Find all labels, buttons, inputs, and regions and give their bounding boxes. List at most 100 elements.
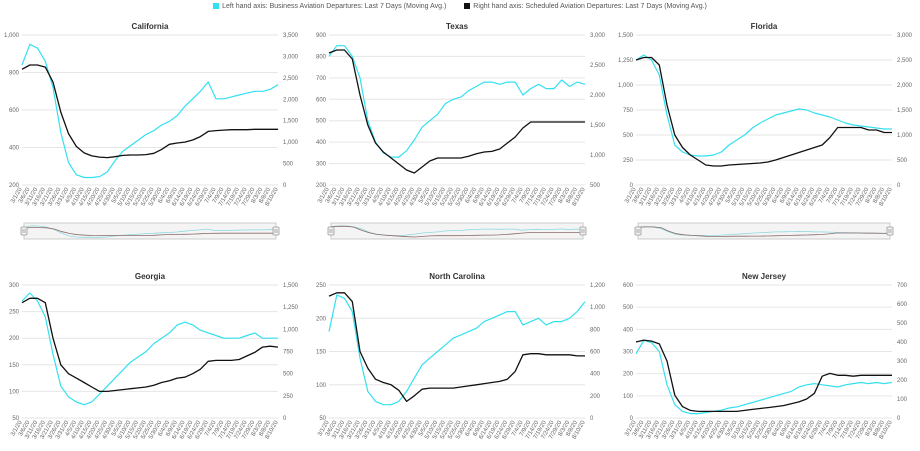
left-tick-label: 400 <box>316 140 327 146</box>
navigator-handle[interactable] <box>20 226 28 236</box>
navigator-handle[interactable] <box>579 226 587 236</box>
left-tick-label: 200 <box>316 183 327 189</box>
navigator-handle[interactable] <box>886 226 894 236</box>
left-tick-label: 500 <box>316 119 327 125</box>
left-tick-label: 700 <box>316 76 327 82</box>
navigator-handle-body <box>327 226 335 236</box>
left-tick-label: 100 <box>9 389 20 395</box>
legend-swatch-black <box>464 3 471 9</box>
panel-california: California 200 400 600 800 1,000 0 500 1,000 1,50… <box>4 22 299 240</box>
legend-item-business-aviation[interactable]: Left hand axis: Business Aviation Depart… <box>213 3 446 10</box>
left-tick-label: 1,000 <box>4 33 20 39</box>
left-tick-label: 100 <box>623 394 634 400</box>
navigator-handle-body <box>579 226 587 236</box>
right-tick-label: 600 <box>897 302 908 308</box>
left-tick-label: 50 <box>319 416 326 422</box>
navigator-california <box>20 222 280 240</box>
left-tick-label: 1,500 <box>618 33 634 39</box>
left-tick-label: 1,000 <box>618 83 634 89</box>
right-tick-label: 2,500 <box>590 63 606 69</box>
legend-label-left-axis: Left hand axis: Business Aviation Depart… <box>222 3 447 10</box>
navigator-handle[interactable] <box>634 226 642 236</box>
business-aviation-line-california <box>21 43 279 179</box>
panel-title: Florida <box>751 22 778 31</box>
business-aviation-line-texas <box>328 45 586 158</box>
left-tick-label: 800 <box>9 71 20 77</box>
navigator-series <box>330 225 583 238</box>
right-tick-label: 0 <box>283 183 287 189</box>
left-tick-label: 300 <box>316 162 327 168</box>
left-tick-label: 0 <box>630 183 634 189</box>
right-tick-label: 800 <box>590 327 601 333</box>
right-tick-label: 1,500 <box>897 108 913 114</box>
left-tick-label: 600 <box>623 283 634 289</box>
scheduled-aviation-line-florida <box>635 56 892 167</box>
right-tick-label: 0 <box>897 183 901 189</box>
panel-title: New Jersey <box>742 272 787 281</box>
navigator-handle-body <box>20 226 28 236</box>
legend-label-right-axis: Right hand axis: Scheduled Aviation Depa… <box>473 3 707 10</box>
scheduled-aviation-line-new-jersey <box>635 339 892 413</box>
business-aviation-line-new-jersey <box>635 339 893 415</box>
right-tick-label: 1,200 <box>590 283 606 289</box>
navigator-series <box>23 225 277 238</box>
left-tick-label: 50 <box>12 416 19 422</box>
legend-item-scheduled-aviation[interactable]: Right hand axis: Scheduled Aviation Depa… <box>464 3 707 10</box>
left-tick-label: 200 <box>9 183 20 189</box>
right-tick-label: 3,000 <box>283 54 299 60</box>
left-tick-label: 250 <box>623 158 634 164</box>
right-tick-label: 500 <box>283 162 294 168</box>
right-tick-label: 500 <box>590 183 601 189</box>
right-tick-label: 300 <box>897 359 908 365</box>
left-tick-label: 150 <box>9 363 20 369</box>
right-tick-label: 1,000 <box>897 133 913 139</box>
right-tick-label: 1,000 <box>590 305 606 311</box>
right-tick-label: 1,000 <box>283 327 299 333</box>
left-tick-label: 400 <box>623 327 634 333</box>
business-aviation-line-florida <box>635 54 892 157</box>
left-tick-label: 600 <box>9 108 20 114</box>
right-tick-label: 200 <box>897 378 908 384</box>
right-tick-label: 200 <box>590 394 601 400</box>
left-tick-label: 400 <box>9 146 20 152</box>
left-tick-label: 250 <box>316 283 327 289</box>
left-tick-label: 750 <box>623 108 634 114</box>
panel-title: California <box>132 22 169 31</box>
right-tick-label: 500 <box>897 158 908 164</box>
right-tick-label: 100 <box>897 397 908 403</box>
right-tick-label: 3,000 <box>590 33 606 39</box>
navigator-handle[interactable] <box>272 226 280 236</box>
right-tick-label: 400 <box>590 372 601 378</box>
chart-legend: Left hand axis: Business Aviation Depart… <box>0 3 920 10</box>
panel-north-carolina: North Carolina 50 100 150 200 250 0 200 400 600 80… <box>316 272 606 440</box>
navigator-handle[interactable] <box>327 226 335 236</box>
legend-swatch-cyan <box>213 3 220 9</box>
navigator-florida <box>634 222 894 240</box>
navigator-handle-body <box>634 226 642 236</box>
right-tick-label: 700 <box>897 283 908 289</box>
navigator-track <box>330 222 584 240</box>
left-tick-label: 300 <box>623 350 634 356</box>
left-tick-label: 500 <box>623 133 634 139</box>
left-tick-label: 600 <box>316 97 327 103</box>
right-tick-label: 1,500 <box>283 119 299 125</box>
left-tick-label: 150 <box>316 350 327 356</box>
panel-title: Texas <box>446 22 469 31</box>
right-tick-label: 400 <box>897 340 908 346</box>
scheduled-aviation-line-texas <box>328 49 585 174</box>
right-tick-label: 500 <box>283 372 294 378</box>
right-tick-label: 2,000 <box>590 93 606 99</box>
scheduled-aviation-line-north-carolina <box>328 292 585 403</box>
right-tick-label: 2,000 <box>283 97 299 103</box>
left-tick-label: 800 <box>316 54 327 60</box>
left-tick-label: 0 <box>630 416 634 422</box>
navigator-series <box>23 227 276 237</box>
right-tick-label: 1,250 <box>283 305 299 311</box>
right-tick-label: 1,000 <box>283 140 299 146</box>
left-tick-label: 300 <box>9 283 20 289</box>
panel-title: North Carolina <box>429 272 485 281</box>
navigator-series <box>637 226 890 237</box>
panel-florida: Florida 0 250 500 750 1,000 1,250 1,500 0 500 1,00… <box>618 22 913 240</box>
business-aviation-line-georgia <box>21 292 278 406</box>
right-tick-label: 2,500 <box>897 58 913 64</box>
